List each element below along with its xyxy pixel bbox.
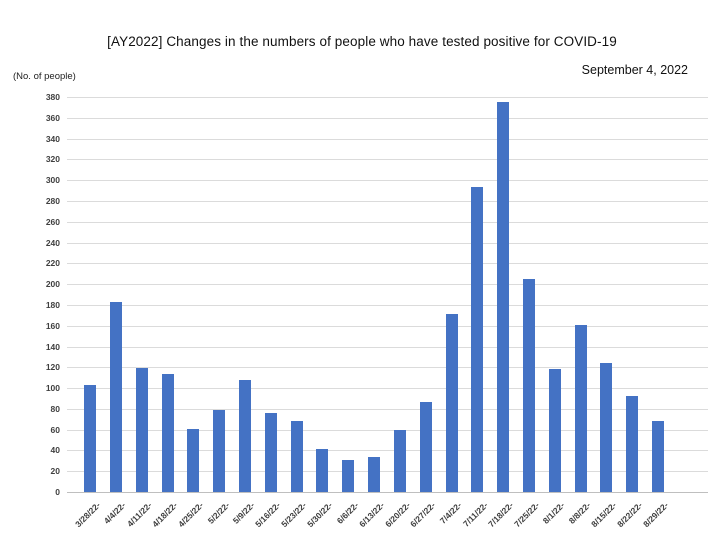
bar xyxy=(161,373,174,492)
chart-date: September 4, 2022 xyxy=(581,63,688,77)
gridline xyxy=(67,450,708,452)
bar xyxy=(135,368,148,492)
x-tick-label: 8/29/22- xyxy=(640,500,671,530)
x-tick-label: 5/16/22- xyxy=(253,500,283,530)
gridline xyxy=(67,429,708,431)
x-tick-label: 6/20/22- xyxy=(382,500,412,530)
chart-title: [AY2022] Changes in the numbers of peopl… xyxy=(107,34,617,49)
plot-area xyxy=(67,97,708,493)
x-tick-label: 4/4/22- xyxy=(102,500,128,526)
bar xyxy=(213,409,226,492)
x-axis: 3/28/22- 4/4/22- 4/11/22- 4/18/22- 4/25/22- 5… xyxy=(67,493,708,543)
bar xyxy=(264,413,277,492)
bar xyxy=(419,401,432,492)
gridline xyxy=(67,242,708,244)
gridline xyxy=(67,97,708,98)
bar xyxy=(626,396,639,492)
x-tick-label: 7/4/22- xyxy=(437,500,464,526)
x-tick-label: 7/25/22- xyxy=(511,500,541,530)
y-tick-label: 340 xyxy=(45,133,60,144)
x-tick-label: 5/2/22- xyxy=(205,500,232,526)
x-tick-label: 8/22/22- xyxy=(615,500,645,530)
y-tick-label: 300 xyxy=(45,175,60,186)
bar xyxy=(342,459,355,492)
bar xyxy=(238,379,251,492)
y-tick-label: 0 xyxy=(55,487,60,497)
bar xyxy=(600,363,613,492)
bar xyxy=(471,187,484,492)
gridline xyxy=(67,263,708,265)
bar xyxy=(445,314,458,492)
gridline xyxy=(67,325,708,327)
y-tick-label: 20 xyxy=(50,466,60,477)
gridline xyxy=(67,221,708,223)
gridline xyxy=(67,367,708,369)
x-tick-label: 8/15/22- xyxy=(589,500,619,530)
x-tick-label: 4/18/22- xyxy=(150,500,180,530)
bar xyxy=(290,421,303,492)
gridline xyxy=(67,346,708,348)
gridline xyxy=(67,180,708,182)
y-tick-label: 60 xyxy=(50,424,60,435)
bar xyxy=(84,384,96,492)
y-tick-label: 100 xyxy=(45,383,60,394)
y-tick-label: 80 xyxy=(50,403,60,414)
bar xyxy=(187,428,200,492)
y-tick-label: 320 xyxy=(45,154,60,165)
gridline xyxy=(67,159,708,161)
x-tick-label: 4/25/22- xyxy=(176,500,206,530)
y-tick-label: 240 xyxy=(45,237,60,248)
bar xyxy=(548,369,561,492)
y-axis-unit-label: (No. of people) xyxy=(13,71,76,82)
x-tick-label: 5/23/22- xyxy=(279,500,309,530)
x-tick-label: 6/13/22- xyxy=(356,500,387,530)
x-tick-label: 8/1/22- xyxy=(541,500,567,526)
y-tick-label: 200 xyxy=(45,279,60,290)
bar xyxy=(316,449,329,492)
y-tick-label: 220 xyxy=(45,258,60,269)
x-tick-label: 5/30/22- xyxy=(305,500,335,530)
gridline xyxy=(67,408,708,410)
gridline xyxy=(67,117,708,119)
gridline xyxy=(67,388,708,390)
bar xyxy=(109,301,122,492)
gridline xyxy=(67,304,708,306)
bar xyxy=(652,421,664,492)
x-tick-label: 7/11/22- xyxy=(460,500,490,529)
y-tick-label: 280 xyxy=(45,195,60,206)
gridline xyxy=(67,284,708,286)
y-tick-label: 40 xyxy=(50,445,60,456)
x-tick-label: 6/27/22- xyxy=(408,500,438,530)
x-tick-label: 7/18/22- xyxy=(486,500,516,530)
bar xyxy=(522,278,535,492)
bar xyxy=(497,102,510,492)
y-tick-label: 380 xyxy=(45,92,60,102)
x-tick-label: 4/11/22- xyxy=(124,500,154,529)
bar xyxy=(393,429,406,492)
y-tick-label: 140 xyxy=(45,341,60,352)
y-tick-label: 120 xyxy=(45,362,60,373)
y-tick-label: 360 xyxy=(45,112,60,123)
y-tick-label: 260 xyxy=(45,216,60,227)
bar xyxy=(368,456,380,492)
gridline xyxy=(67,138,708,140)
y-axis: 0 20 40 60 80 100 120 140 160 180 200 220 240 260 280 3… xyxy=(0,92,60,497)
gridline xyxy=(67,471,708,473)
y-tick-label: 180 xyxy=(45,299,60,310)
gridline xyxy=(67,200,708,202)
y-tick-label: 160 xyxy=(45,320,60,331)
x-tick-label: 3/28/22- xyxy=(72,500,103,530)
bar xyxy=(574,324,587,492)
